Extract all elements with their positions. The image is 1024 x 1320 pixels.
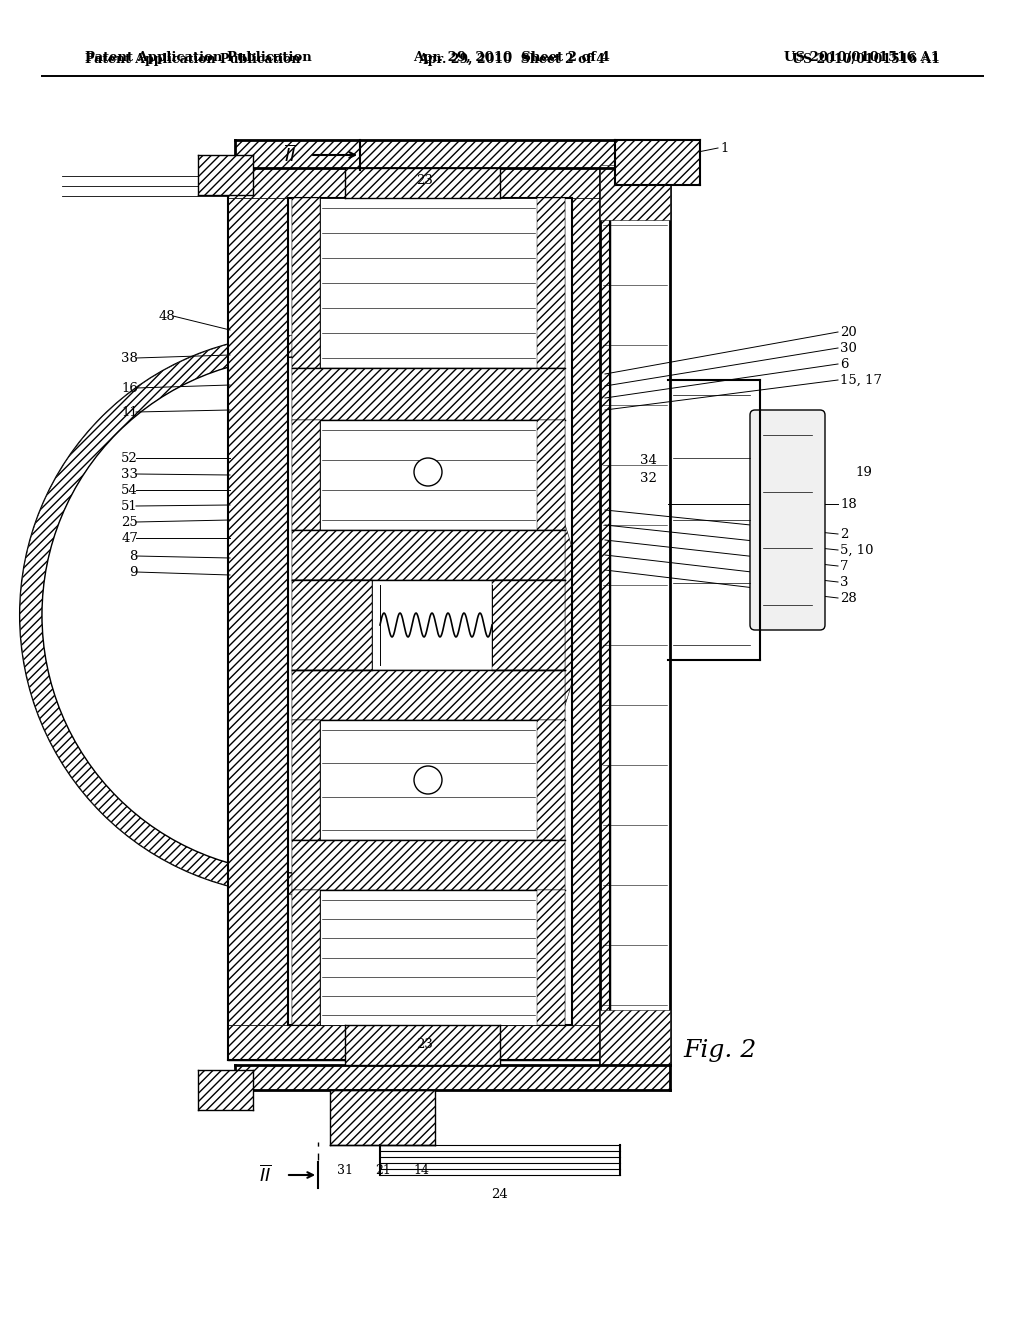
Text: 11: 11: [121, 405, 138, 418]
Polygon shape: [345, 168, 500, 198]
Polygon shape: [537, 890, 565, 1026]
Polygon shape: [492, 579, 565, 671]
Text: US 2010/0101516 A1: US 2010/0101516 A1: [784, 51, 940, 65]
Text: $\overline{II}$: $\overline{II}$: [284, 145, 296, 165]
Circle shape: [414, 458, 442, 486]
Polygon shape: [292, 890, 319, 1026]
Text: 3: 3: [840, 576, 849, 589]
Polygon shape: [198, 154, 253, 195]
Polygon shape: [292, 198, 319, 368]
Text: 33: 33: [121, 467, 138, 480]
Polygon shape: [292, 368, 565, 420]
Text: 18: 18: [840, 498, 857, 511]
Text: 20: 20: [840, 326, 857, 338]
Text: 21: 21: [375, 1163, 391, 1176]
Text: Patent Application Publication: Patent Application Publication: [85, 51, 311, 65]
Text: 30: 30: [840, 342, 857, 355]
Text: $\overline{II}$: $\overline{II}$: [259, 1164, 271, 1185]
Text: 19: 19: [855, 466, 871, 479]
Polygon shape: [292, 420, 319, 531]
Text: Apr. 29, 2010  Sheet 2 of 4: Apr. 29, 2010 Sheet 2 of 4: [414, 51, 610, 65]
Text: 52: 52: [121, 451, 138, 465]
Polygon shape: [537, 198, 565, 1026]
Polygon shape: [198, 1071, 253, 1110]
Text: 25: 25: [121, 516, 138, 528]
Polygon shape: [234, 1065, 670, 1090]
Text: 5, 10: 5, 10: [840, 544, 873, 557]
Polygon shape: [292, 671, 565, 719]
Text: 51: 51: [121, 499, 138, 512]
Bar: [319, 890, 537, 1026]
Polygon shape: [537, 719, 565, 840]
Text: 23: 23: [417, 1039, 433, 1052]
Bar: [319, 420, 537, 531]
Polygon shape: [292, 579, 372, 671]
Polygon shape: [228, 1026, 610, 1060]
Text: 34: 34: [640, 454, 656, 466]
Polygon shape: [600, 1010, 670, 1065]
Text: Patent Application Publication: Patent Application Publication: [85, 54, 300, 66]
Polygon shape: [537, 198, 565, 368]
Text: 23: 23: [417, 173, 433, 186]
Text: 38: 38: [121, 351, 138, 364]
Polygon shape: [292, 840, 565, 890]
Wedge shape: [345, 339, 580, 891]
Text: 47: 47: [121, 532, 138, 544]
Text: 54: 54: [121, 483, 138, 496]
Circle shape: [42, 356, 558, 873]
Polygon shape: [234, 140, 670, 168]
Text: 9: 9: [129, 565, 138, 578]
Wedge shape: [20, 335, 348, 895]
Polygon shape: [292, 719, 319, 840]
Polygon shape: [600, 165, 670, 220]
Bar: [319, 198, 537, 368]
Polygon shape: [345, 1026, 500, 1065]
Bar: [319, 719, 537, 840]
Text: 15, 17: 15, 17: [840, 374, 882, 387]
Polygon shape: [330, 1090, 435, 1144]
Text: 24: 24: [492, 1188, 508, 1201]
Polygon shape: [228, 198, 288, 1026]
Polygon shape: [292, 531, 565, 579]
Text: 48: 48: [159, 309, 175, 322]
Text: Apr. 29, 2010  Sheet 2 of 4: Apr. 29, 2010 Sheet 2 of 4: [419, 54, 605, 66]
Text: 6: 6: [840, 358, 849, 371]
Polygon shape: [228, 168, 610, 198]
Polygon shape: [572, 198, 610, 1026]
Text: 7: 7: [840, 560, 849, 573]
Text: 32: 32: [640, 471, 656, 484]
Text: 1: 1: [720, 141, 728, 154]
Text: US 2010/0101516 A1: US 2010/0101516 A1: [792, 54, 940, 66]
Text: 2: 2: [840, 528, 848, 540]
FancyBboxPatch shape: [750, 411, 825, 630]
Text: 14: 14: [413, 1163, 429, 1176]
Bar: [228, 168, 610, 1060]
Text: 28: 28: [840, 591, 857, 605]
Polygon shape: [537, 420, 565, 531]
Circle shape: [414, 766, 442, 795]
Text: 16: 16: [121, 381, 138, 395]
Polygon shape: [292, 198, 319, 1026]
Text: 31: 31: [337, 1163, 353, 1176]
Polygon shape: [615, 140, 700, 185]
Text: 8: 8: [130, 549, 138, 562]
Text: Fig. 2: Fig. 2: [683, 1039, 757, 1061]
